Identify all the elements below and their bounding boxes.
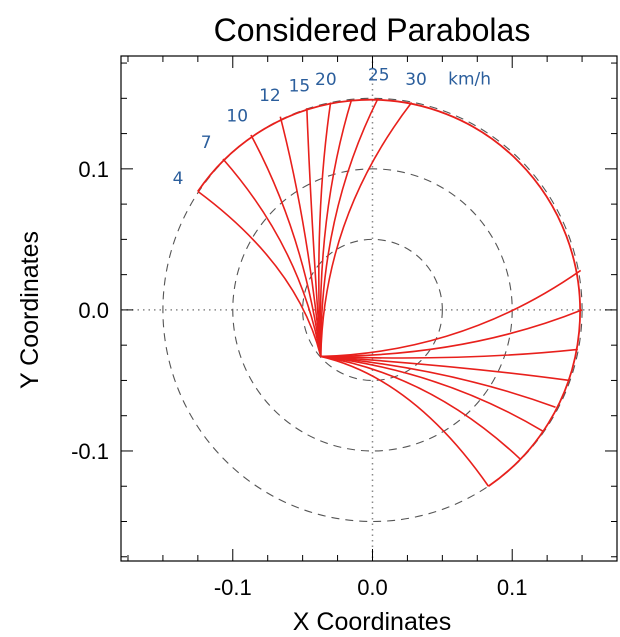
speed-labels: 47 10 12 15 20 25 30 km/h xyxy=(173,65,492,189)
x-axis-label: X Coordinates xyxy=(293,608,451,636)
lower-curve-6 xyxy=(320,355,522,461)
unit-label: km/h xyxy=(448,70,491,90)
upper-curve-2 xyxy=(250,134,322,357)
upper-curve-3 xyxy=(279,116,322,357)
x-tick-label-1: 0.0 xyxy=(357,575,388,600)
speed-label-30: 30 xyxy=(405,70,427,90)
x-tick-label-2: 0.1 xyxy=(497,575,528,600)
lower-curve-5 xyxy=(320,355,544,432)
speed-label-25: 25 xyxy=(368,65,390,85)
grid-layer xyxy=(121,56,617,561)
upper-curve-6 xyxy=(319,99,353,357)
lower-curve-1 xyxy=(320,309,583,358)
y-axis-label: Y Coordinates xyxy=(16,231,44,389)
upper-curve-8 xyxy=(319,102,413,357)
lower-curve-3 xyxy=(320,355,570,382)
lower-curve-2 xyxy=(320,348,578,359)
y-tick-label-1: 0.0 xyxy=(78,298,109,323)
upper-curve-7 xyxy=(319,97,379,357)
axis-ticks: -0.1 0.0 0.1 0.1 0.0 -0.1 xyxy=(71,56,618,600)
upper-curve-4 xyxy=(306,108,322,357)
speed-label-10: 10 xyxy=(226,106,248,126)
reference-circle-0 xyxy=(302,238,443,381)
outer-arc xyxy=(197,98,581,487)
x-tick-label-0: -0.1 xyxy=(214,575,252,600)
speed-label-7: 7 xyxy=(201,133,212,153)
speed-label-4: 4 xyxy=(173,169,184,189)
upper-curve-5 xyxy=(318,102,332,357)
lower-curve-0 xyxy=(320,269,582,358)
upper-curve-0 xyxy=(197,190,322,357)
lower-curve-7 xyxy=(320,355,490,487)
y-tick-label-0: 0.1 xyxy=(78,157,109,182)
speed-label-12: 12 xyxy=(259,86,281,106)
lower-curve-4 xyxy=(320,355,556,408)
upper-curve-1 xyxy=(222,158,322,357)
speed-label-20: 20 xyxy=(315,70,337,90)
y-tick-label-2: -0.1 xyxy=(71,439,109,464)
plot-frame xyxy=(120,55,618,562)
speed-label-15: 15 xyxy=(289,76,311,96)
chart-title: Considered Parabolas xyxy=(214,12,531,48)
parabola-curves xyxy=(197,97,583,487)
